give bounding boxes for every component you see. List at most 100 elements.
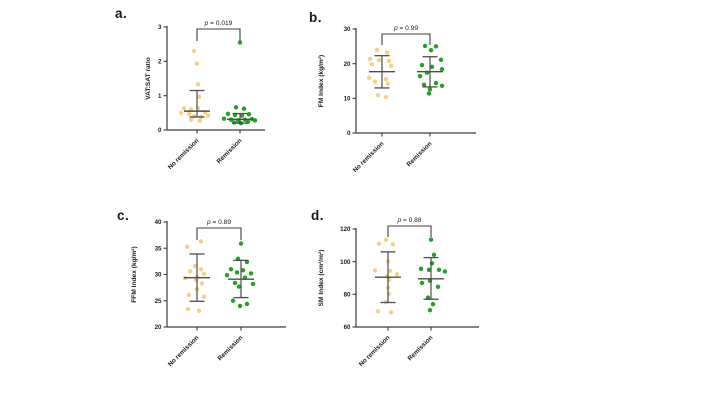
data-point (427, 87, 433, 92)
data-point (186, 111, 192, 117)
data-point (430, 301, 436, 307)
data-point (192, 263, 198, 269)
y-tick-label: 100 (340, 259, 351, 266)
data-point (442, 269, 448, 274)
data-point (433, 44, 439, 49)
data-point (433, 80, 439, 86)
y-tick-label: 35 (155, 245, 162, 252)
y-tick-label: 0 (158, 127, 162, 134)
data-point (185, 306, 191, 312)
data-point (230, 298, 236, 303)
data-point (419, 280, 425, 286)
data-point (374, 47, 380, 52)
data-point (224, 272, 230, 278)
data-point (246, 112, 252, 117)
y-tick-label: 60 (344, 324, 351, 331)
data-point (383, 94, 389, 100)
data-point (225, 111, 231, 117)
data-point (426, 91, 432, 96)
data-point (429, 64, 435, 69)
data-point (191, 48, 197, 54)
data-point (238, 241, 244, 246)
x-category-label: Remission (217, 334, 245, 362)
data-point (201, 294, 207, 299)
panel-d: d. 60 80 100 120 No remission Remission SM Ind… (295, 202, 505, 400)
y-tick-label: 20 (155, 324, 162, 331)
y-tick-label: 30 (155, 272, 162, 279)
data-point (234, 270, 240, 275)
data-point (376, 241, 382, 246)
y-tick-label: 10 (344, 96, 351, 103)
x-category-label: No remission (167, 334, 201, 368)
y-axis-title: VAT:SAT ratio (145, 57, 152, 100)
x-category-label: No remission (167, 137, 201, 171)
y-tick-label: 20 (344, 61, 351, 68)
data-point (181, 106, 187, 111)
data-point (428, 237, 434, 242)
data-point (417, 73, 423, 79)
y-axis-title: SM Index (cm²/m²) (318, 250, 325, 307)
data-point (385, 81, 391, 86)
data-point (205, 113, 211, 118)
data-point (228, 267, 234, 272)
data-point (232, 280, 238, 286)
data-point (376, 58, 382, 63)
y-tick-label: 30 (344, 26, 351, 33)
data-point (387, 268, 393, 274)
data-point (438, 57, 444, 63)
significance-bracket (387, 225, 432, 237)
x-category-label: No remission (358, 334, 392, 368)
data-point (375, 93, 381, 98)
data-point (237, 303, 243, 309)
data-point (431, 252, 437, 258)
y-tick-label: 120 (340, 226, 351, 233)
panel-b-plot: 0 10 20 30 No remission Remission FM Index (kg… (318, 25, 476, 174)
data-point (184, 244, 190, 249)
data-point (366, 75, 372, 81)
y-tick-label: 0 (347, 130, 351, 137)
y-tick-label: 3 (158, 24, 162, 31)
data-point (250, 281, 256, 287)
panel-b-letter: b. (309, 10, 322, 25)
x-category-label: No remission (352, 140, 386, 174)
panel-c-letter: c. (117, 208, 130, 223)
data-point (194, 61, 200, 66)
data-point (384, 50, 390, 55)
y-tick-label: 80 (344, 292, 351, 299)
significance-bracket (196, 227, 242, 240)
data-point (240, 268, 246, 273)
panel-b: b. 0 10 20 30 No remission Remission FM Index … (295, 6, 505, 204)
data-point (195, 82, 201, 87)
p-value-label: p = 0.89 (206, 219, 231, 226)
data-point (187, 269, 193, 274)
data-point (383, 237, 389, 242)
data-point (241, 106, 247, 111)
data-point (198, 267, 204, 272)
data-point (383, 77, 389, 82)
data-point (367, 56, 373, 62)
data-point (428, 47, 434, 53)
data-point (421, 82, 427, 88)
panel-d-plot: 60 80 100 120 No remission Remission SM Index … (318, 217, 479, 368)
y-axis-title: FFM Index (kg/m²) (131, 246, 138, 302)
data-point (186, 292, 192, 298)
data-point (248, 271, 254, 276)
p-value-label: p = 0.019 (204, 20, 233, 27)
data-point (426, 267, 432, 273)
y-tick-label: 40 (155, 219, 162, 226)
data-point (372, 79, 378, 84)
data-point (386, 58, 392, 64)
data-point (239, 113, 245, 118)
data-point (388, 310, 394, 315)
data-point (236, 284, 242, 289)
data-point (419, 62, 425, 68)
panel-c: c. 20 25 30 35 40 No remission Remission FFM In… (105, 202, 315, 400)
y-tick-label: 2 (158, 59, 162, 66)
data-point (233, 105, 239, 110)
data-point (422, 43, 428, 49)
data-point (427, 307, 433, 313)
data-point (231, 120, 237, 125)
x-category-label: Remission (406, 140, 434, 168)
